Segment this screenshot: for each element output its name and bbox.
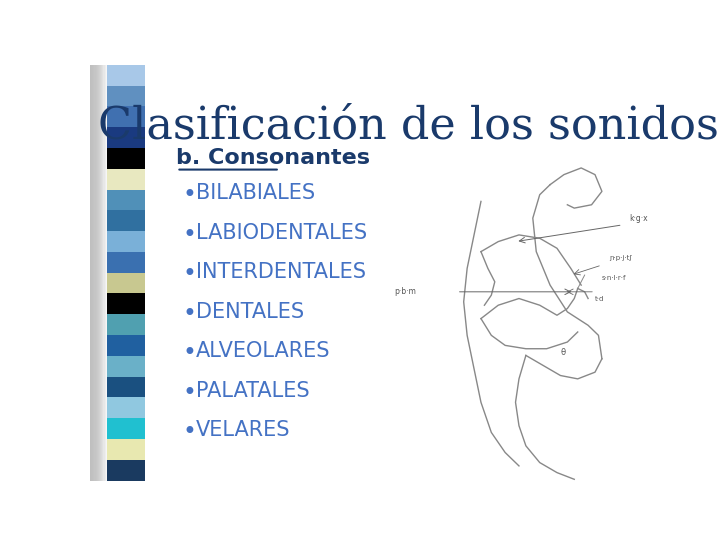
Bar [90, 65, 104, 481]
Bar [90, 65, 107, 481]
Bar [107, 314, 145, 335]
Text: INTERDENTALES: INTERDENTALES [196, 262, 366, 282]
Text: p·b·m: p·b·m [395, 287, 416, 296]
Text: •: • [182, 420, 196, 444]
Bar [107, 439, 145, 460]
Text: VELARES: VELARES [196, 420, 290, 440]
Bar [107, 418, 145, 439]
Bar [90, 65, 106, 481]
Text: •: • [182, 183, 196, 207]
Bar [107, 273, 145, 294]
Text: •: • [182, 302, 196, 326]
Text: ALVEOLARES: ALVEOLARES [196, 341, 330, 361]
Text: t·d: t·d [595, 295, 604, 301]
Bar [90, 65, 102, 481]
Text: Clasificación de los sonidos: Clasificación de los sonidos [98, 104, 719, 147]
Text: θ: θ [560, 348, 566, 356]
Bar [90, 65, 96, 481]
Bar [90, 65, 101, 481]
Bar [90, 65, 92, 481]
Bar [90, 65, 104, 481]
Bar [107, 397, 145, 418]
Bar [107, 210, 145, 231]
Bar [107, 127, 145, 148]
Text: PALATALES: PALATALES [196, 381, 310, 401]
Text: DENTALES: DENTALES [196, 302, 304, 322]
Bar [107, 377, 145, 397]
Bar [107, 106, 145, 127]
Bar [90, 65, 100, 481]
Text: k·g·x: k·g·x [629, 214, 648, 222]
Bar [107, 168, 145, 190]
Bar [107, 460, 145, 481]
Bar [90, 65, 99, 481]
Bar [90, 65, 96, 481]
Text: BILABIALES: BILABIALES [196, 183, 315, 203]
Bar [90, 65, 91, 481]
Bar [90, 65, 94, 481]
Text: ɲ·p·j·tʃ: ɲ·p·j·tʃ [609, 255, 631, 261]
Bar [107, 356, 145, 377]
Bar [107, 65, 145, 85]
Bar [107, 148, 145, 168]
Bar [107, 231, 145, 252]
Text: •: • [182, 223, 196, 247]
Bar [90, 65, 94, 481]
Text: •: • [182, 341, 196, 365]
Text: •: • [182, 381, 196, 405]
Bar [107, 85, 145, 106]
Text: LABIODENTALES: LABIODENTALES [196, 223, 367, 243]
Bar [107, 252, 145, 273]
Bar [90, 65, 98, 481]
Bar [107, 294, 145, 314]
Bar [107, 335, 145, 356]
Text: s·n·l·r·f: s·n·l·r·f [602, 275, 626, 281]
Text: b. Consonantes: b. Consonantes [176, 148, 371, 168]
Bar [107, 190, 145, 211]
Text: •: • [182, 262, 196, 286]
